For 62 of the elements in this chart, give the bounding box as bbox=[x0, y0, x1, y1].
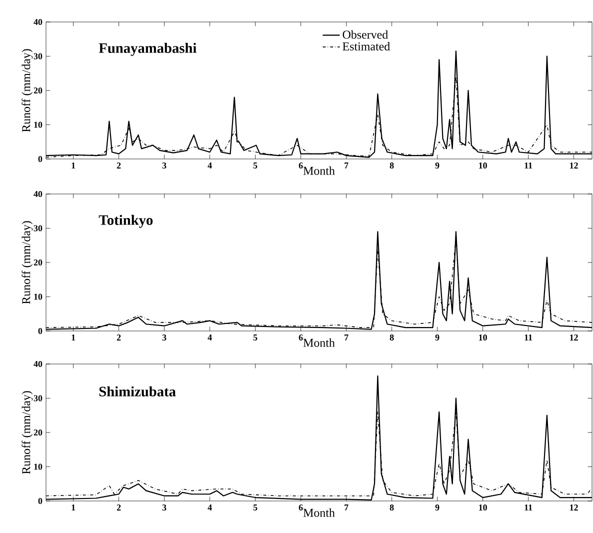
y-tick-label: 10 bbox=[34, 294, 42, 300]
text: Shimizubata bbox=[99, 386, 176, 396]
x-tick-label: 3 bbox=[162, 504, 166, 511]
x-tick-label: 4 bbox=[208, 162, 212, 168]
x-axis-title: Month bbox=[303, 166, 335, 175]
x-tick-label: 2 bbox=[116, 334, 121, 340]
x-tick-label: 6 bbox=[298, 162, 303, 169]
x-tick-label: 10 bbox=[479, 504, 487, 511]
x-tick-label: 1 bbox=[72, 504, 76, 510]
x-tick-label: 5 bbox=[253, 334, 258, 340]
x-tick-label: 4 bbox=[208, 334, 212, 340]
x-tick-label: 10 bbox=[479, 334, 487, 341]
x-tick-label: 9 bbox=[435, 162, 440, 169]
legend-label: Estimated bbox=[342, 42, 390, 50]
x-tick-label: 5 bbox=[253, 162, 258, 168]
x-tick-label: 7 bbox=[344, 162, 348, 168]
y-tick-label: 40 bbox=[34, 18, 42, 26]
x-tick-label: 12 bbox=[570, 162, 578, 168]
x-tick-label: 12 bbox=[570, 334, 578, 340]
x-axis-title: Month bbox=[303, 508, 335, 517]
y-tick-label: 40 bbox=[34, 360, 42, 368]
x-tick-label: 7 bbox=[344, 504, 348, 510]
y-tick-label: 30 bbox=[34, 53, 42, 60]
y-tick-label: 10 bbox=[34, 122, 42, 128]
y-tick-label: 0 bbox=[38, 156, 42, 162]
x-tick-label: 1 bbox=[72, 334, 76, 340]
x-tick-label: 2 bbox=[116, 162, 121, 168]
x-tick-label: 4 bbox=[208, 504, 212, 510]
y-tick-label: 0 bbox=[38, 498, 42, 504]
x-tick-label: 12 bbox=[570, 504, 578, 510]
y-axis-title: Runoff (mm/day) bbox=[22, 49, 33, 132]
x-tick-label: 9 bbox=[435, 334, 440, 341]
x-tick-label: 10 bbox=[479, 162, 487, 169]
y-tick-label: 30 bbox=[34, 225, 42, 232]
x-axis-title: Month bbox=[303, 338, 335, 347]
x-tick-label: 11 bbox=[524, 334, 532, 340]
y-tick-label: 0 bbox=[38, 328, 42, 334]
text: Funayamabashi bbox=[98, 42, 197, 56]
x-tick-label: 5 bbox=[253, 504, 258, 510]
y-tick-label: 10 bbox=[34, 464, 42, 470]
x-tick-label: 6 bbox=[298, 504, 303, 511]
y-tick-label: 20 bbox=[34, 87, 42, 94]
x-tick-label: 11 bbox=[524, 162, 532, 168]
text: Totinkyo bbox=[98, 214, 153, 228]
y-axis-title: Runoff (mm/day) bbox=[22, 391, 33, 474]
legend-label: Observed bbox=[342, 30, 388, 39]
x-tick-label: 8 bbox=[390, 504, 394, 511]
x-tick-label: 9 bbox=[435, 504, 440, 511]
x-tick-label: 3 bbox=[162, 162, 166, 169]
x-tick-label: 2 bbox=[116, 504, 121, 510]
x-tick-label: 11 bbox=[524, 504, 532, 510]
y-tick-label: 20 bbox=[34, 429, 42, 436]
x-tick-label: 1 bbox=[72, 162, 76, 168]
x-tick-label: 8 bbox=[390, 334, 394, 341]
x-tick-label: 8 bbox=[390, 162, 394, 169]
y-tick-label: 30 bbox=[34, 395, 42, 402]
x-tick-label: 7 bbox=[344, 334, 348, 340]
x-tick-label: 6 bbox=[298, 334, 303, 341]
y-axis-title: Runoff (mm/day) bbox=[22, 221, 33, 304]
x-tick-label: 3 bbox=[162, 334, 166, 341]
y-tick-label: 20 bbox=[34, 259, 42, 266]
y-tick-label: 40 bbox=[34, 190, 42, 198]
